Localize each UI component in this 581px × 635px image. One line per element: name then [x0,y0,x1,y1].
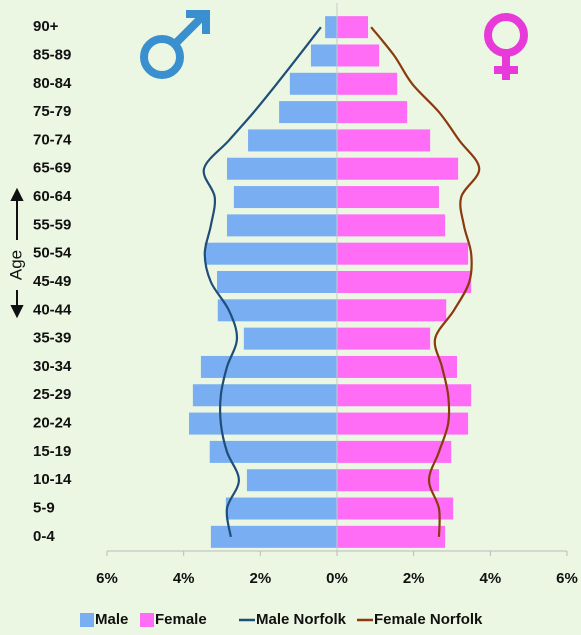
y-tick-label: 55-59 [33,216,71,233]
bar [192,384,337,407]
bar [337,242,469,265]
y-tick-label: 20-24 [33,415,72,432]
y-tick-label: 10-14 [33,471,72,488]
legend-marker [140,613,154,627]
legend-label: Male Norfolk [256,611,347,628]
bar [200,355,337,378]
bar [337,440,452,463]
x-tick-label: 4% [479,570,501,587]
bar [337,214,446,237]
legend-label: Female Norfolk [374,611,483,628]
bar [204,242,337,265]
bar [337,16,369,39]
bar [337,355,457,378]
legend-label: Male [95,611,128,628]
bar [289,72,337,95]
bar [337,525,446,548]
female-symbol [484,13,528,80]
bar [337,157,459,180]
bar [337,271,472,293]
bar [337,327,431,350]
bar [217,299,337,322]
bar [337,44,380,67]
x-tick-label: 4% [173,570,195,587]
bar [210,525,337,548]
y-tick-label: 0-4 [33,528,55,545]
bar [337,129,431,152]
bar [226,214,337,237]
bar [337,469,439,492]
x-tick-label: 2% [403,570,425,587]
bar [226,157,337,180]
bar [337,384,472,407]
bar [337,412,469,435]
bar [248,129,337,152]
y-tick-label: 30-34 [33,358,72,375]
bar [337,497,454,520]
age-arrows [10,187,24,319]
y-tick-label: 60-64 [33,188,72,205]
y-tick-label: 70-74 [33,131,72,148]
bar [189,412,337,435]
y-tick-label: 45-49 [33,273,71,290]
x-tick-label: 6% [556,570,578,587]
y-tick-label: 75-79 [33,103,71,120]
bar [337,72,398,95]
y-tick-label: 25-29 [33,386,71,403]
y-tick-label: 90+ [33,18,59,35]
bar [337,101,408,124]
bar [243,327,337,350]
y-tick-label: 65-69 [33,160,71,177]
line [202,26,322,538]
x-tick-label: 0% [326,570,348,587]
bar [337,299,447,322]
y-tick-label: 85-89 [33,46,71,63]
bar [279,101,337,124]
legend-marker [80,613,94,627]
y-tick-label: 80-84 [33,75,72,92]
bar [217,271,337,293]
y-axis-label: Age [6,250,25,280]
bar [209,440,337,463]
bar [246,469,337,492]
line [370,26,481,537]
bar [337,186,439,209]
bar [233,186,337,209]
bar [325,16,337,39]
x-tick-label: 2% [249,570,271,587]
x-tick-label: 6% [96,570,118,587]
y-tick-label: 50-54 [33,245,72,262]
y-tick-label: 40-44 [33,301,72,318]
y-tick-label: 15-19 [33,443,71,460]
male-symbol [140,10,210,79]
y-tick-label: 5-9 [33,499,55,516]
bar [225,497,337,520]
y-tick-label: 35-39 [33,330,71,347]
legend-label: Female [155,611,207,628]
bar [310,44,337,67]
